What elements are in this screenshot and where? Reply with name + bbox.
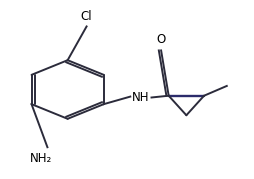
Text: O: O bbox=[156, 33, 166, 46]
Text: NH₂: NH₂ bbox=[30, 152, 52, 165]
Text: Cl: Cl bbox=[81, 10, 92, 23]
Text: NH: NH bbox=[132, 91, 150, 104]
